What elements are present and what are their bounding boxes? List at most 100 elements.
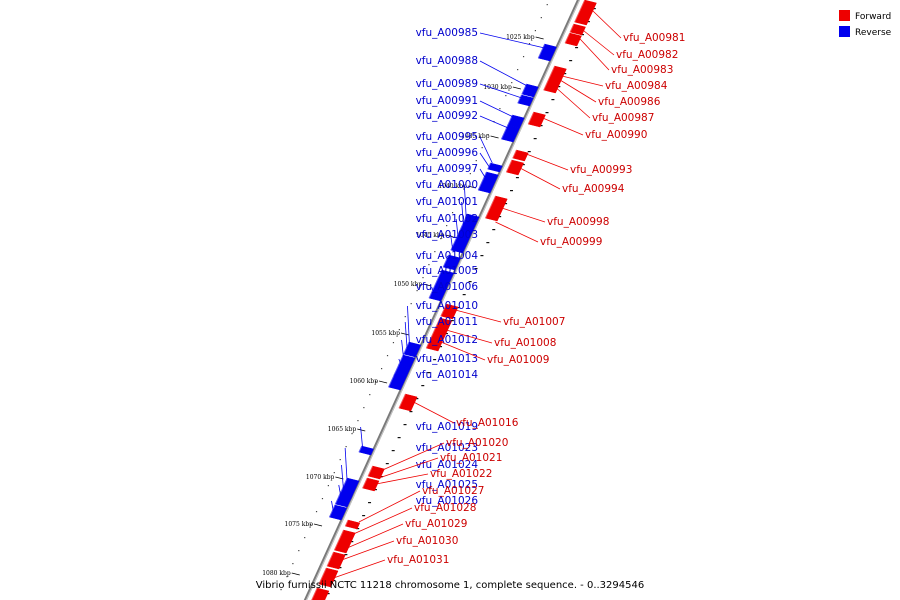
- legend-forward-label: Forward: [855, 12, 891, 22]
- reverse-gene-block: [358, 445, 374, 456]
- forward-gene-label[interactable]: vfu_A00999: [540, 236, 602, 248]
- forward-gene-block: [569, 23, 586, 36]
- forward-gene-label[interactable]: vfu_A01021: [440, 452, 502, 464]
- forward-gene-label[interactable]: vfu_A01031: [387, 554, 449, 566]
- tick-label: 1040 kbp: [438, 183, 467, 190]
- forward-gene-block: [362, 477, 380, 492]
- forward-gene-label[interactable]: vfu_A01020: [446, 437, 508, 449]
- forward-gene-block: [512, 149, 529, 162]
- map-caption: Vibrio furnissii NCTC 11218 chromosome 1…: [256, 580, 644, 591]
- reverse-gene-label[interactable]: vfu_A01000: [416, 179, 478, 191]
- reverse-gene-label[interactable]: vfu_A00988: [416, 55, 478, 67]
- forward-gene-label[interactable]: vfu_A01016: [456, 417, 519, 429]
- forward-gene-label[interactable]: vfu_A01022: [430, 468, 492, 480]
- tick-label: 1050 kbp: [394, 281, 423, 288]
- reverse-gene-label[interactable]: vfu_A01019: [416, 421, 478, 433]
- reverse-gene-label[interactable]: vfu_A01013: [416, 353, 478, 365]
- tick-label: 1025 kbp: [506, 34, 535, 41]
- reverse-gene-block: [537, 43, 557, 62]
- reverse-gene-block: [521, 83, 539, 98]
- reverse-gene-block: [500, 124, 520, 143]
- reverse-gene-label[interactable]: vfu_A00996: [416, 147, 479, 159]
- forward-gene-label[interactable]: vfu_A00993: [570, 164, 632, 176]
- reverse-gene-block: [328, 504, 348, 521]
- tick-label: 1045 kbp: [416, 232, 445, 239]
- reverse-gene-label[interactable]: vfu_A01026: [416, 495, 479, 507]
- forward-gene-label[interactable]: vfu_A00998: [547, 216, 609, 228]
- forward-gene-block: [574, 0, 597, 26]
- legend-forward-swatch: [839, 10, 850, 21]
- forward-gene-label[interactable]: vfu_A00981: [623, 32, 685, 44]
- reverse-gene-label[interactable]: vfu_A00991: [416, 95, 478, 107]
- tick-label: 1055 kbp: [371, 330, 400, 337]
- forward-gene-block: [367, 465, 385, 480]
- legend-reverse-swatch: [839, 26, 850, 37]
- reverse-gene-label[interactable]: vfu_A01005: [416, 265, 478, 277]
- tick-label: 1035 kbp: [461, 133, 490, 140]
- label-layer: vfu_A00985 vfu_A00988 vfu_A00989 vfu_A00991…: [331, 9, 685, 579]
- forward-gene-block: [440, 303, 459, 320]
- forward-gene-label[interactable]: vfu_A00986: [598, 96, 661, 108]
- forward-gene-label[interactable]: vfu_A01030: [396, 535, 458, 547]
- forward-gene-label[interactable]: vfu_A01027: [422, 485, 484, 497]
- forward-gene-block: [564, 32, 582, 47]
- forward-gene-block: [311, 587, 330, 600]
- forward-gene-label[interactable]: vfu_A01008: [494, 337, 556, 349]
- reverse-gene-block: [487, 162, 503, 173]
- forward-gene-label[interactable]: vfu_A00987: [592, 112, 654, 124]
- tick-label: 1075 kbp: [285, 521, 314, 528]
- reverse-gene-label[interactable]: vfu_A00989: [416, 78, 478, 90]
- reverse-gene-label[interactable]: vfu_A00995: [416, 131, 478, 143]
- reverse-gene-label[interactable]: vfu_A01006: [416, 281, 479, 293]
- forward-gene-block: [344, 519, 361, 530]
- forward-gene-label[interactable]: vfu_A01009: [487, 354, 549, 366]
- backbone-layer: 1025 kbp 1030 kbp 1035 kbp 1040 kbp 1045 kbp…: [262, 0, 596, 600]
- forward-gene-label[interactable]: vfu_A01007: [503, 316, 565, 328]
- forward-gene-label[interactable]: vfu_A00990: [585, 129, 647, 141]
- reverse-gene-label[interactable]: vfu_A01014: [416, 369, 479, 381]
- reverse-gene-label[interactable]: vfu_A01010: [416, 300, 478, 312]
- reverse-gene-block: [428, 289, 445, 302]
- forward-gene-label[interactable]: vfu_A00982: [616, 49, 678, 61]
- forward-gene-block: [484, 195, 508, 222]
- reverse-gene-block: [403, 341, 422, 358]
- forward-gene-block: [505, 159, 525, 176]
- reverse-gene-label[interactable]: vfu_A00992: [416, 110, 478, 122]
- reverse-gene-block: [477, 171, 499, 194]
- reverse-gene-label[interactable]: vfu_A01023: [416, 442, 478, 454]
- reverse-gene-label[interactable]: vfu_A01024: [416, 459, 479, 471]
- tick-label: 1060 kbp: [350, 378, 379, 385]
- gene-layer: [310, 0, 597, 600]
- forward-gene-label[interactable]: vfu_A00994: [562, 183, 625, 195]
- reverse-gene-label[interactable]: vfu_A00985: [416, 27, 478, 39]
- forward-gene-block: [333, 529, 356, 554]
- reverse-gene-label[interactable]: vfu_A01012: [416, 334, 478, 346]
- forward-gene-label[interactable]: vfu_A00983: [611, 64, 673, 76]
- reverse-gene-block: [450, 213, 480, 254]
- legend-reverse-label: Reverse: [855, 28, 892, 38]
- forward-gene-label[interactable]: vfu_A00984: [605, 80, 668, 92]
- reverse-gene-label[interactable]: vfu_A01004: [416, 250, 479, 262]
- reverse-gene-label[interactable]: vfu_A01025: [416, 479, 478, 491]
- tick-label: 1080 kbp: [262, 570, 291, 577]
- reverse-gene-label[interactable]: vfu_A01002: [416, 213, 478, 225]
- reverse-gene-label[interactable]: vfu_A01003: [416, 229, 478, 241]
- forward-gene-block: [527, 111, 546, 128]
- tick-label: 1030 kbp: [483, 84, 512, 91]
- forward-gene-label[interactable]: vfu_A01029: [405, 518, 467, 530]
- forward-gene-block: [543, 65, 567, 94]
- reverse-gene-block: [442, 254, 461, 271]
- legend: Forward Reverse: [839, 10, 892, 38]
- reverse-gene-label[interactable]: vfu_A00997: [416, 163, 478, 175]
- reverse-gene-label[interactable]: vfu_A01001: [416, 196, 478, 208]
- forward-gene-label[interactable]: vfu_A01028: [414, 502, 476, 514]
- forward-gene-block: [318, 567, 339, 588]
- tick-label: 1070 kbp: [306, 474, 335, 481]
- reverse-gene-block: [334, 491, 353, 508]
- forward-gene-block: [398, 393, 418, 412]
- forward-gene-block: [326, 551, 346, 570]
- reverse-gene-block: [388, 372, 408, 391]
- reverse-gene-label[interactable]: vfu_A01011: [416, 316, 478, 328]
- forward-gene-block: [425, 317, 453, 352]
